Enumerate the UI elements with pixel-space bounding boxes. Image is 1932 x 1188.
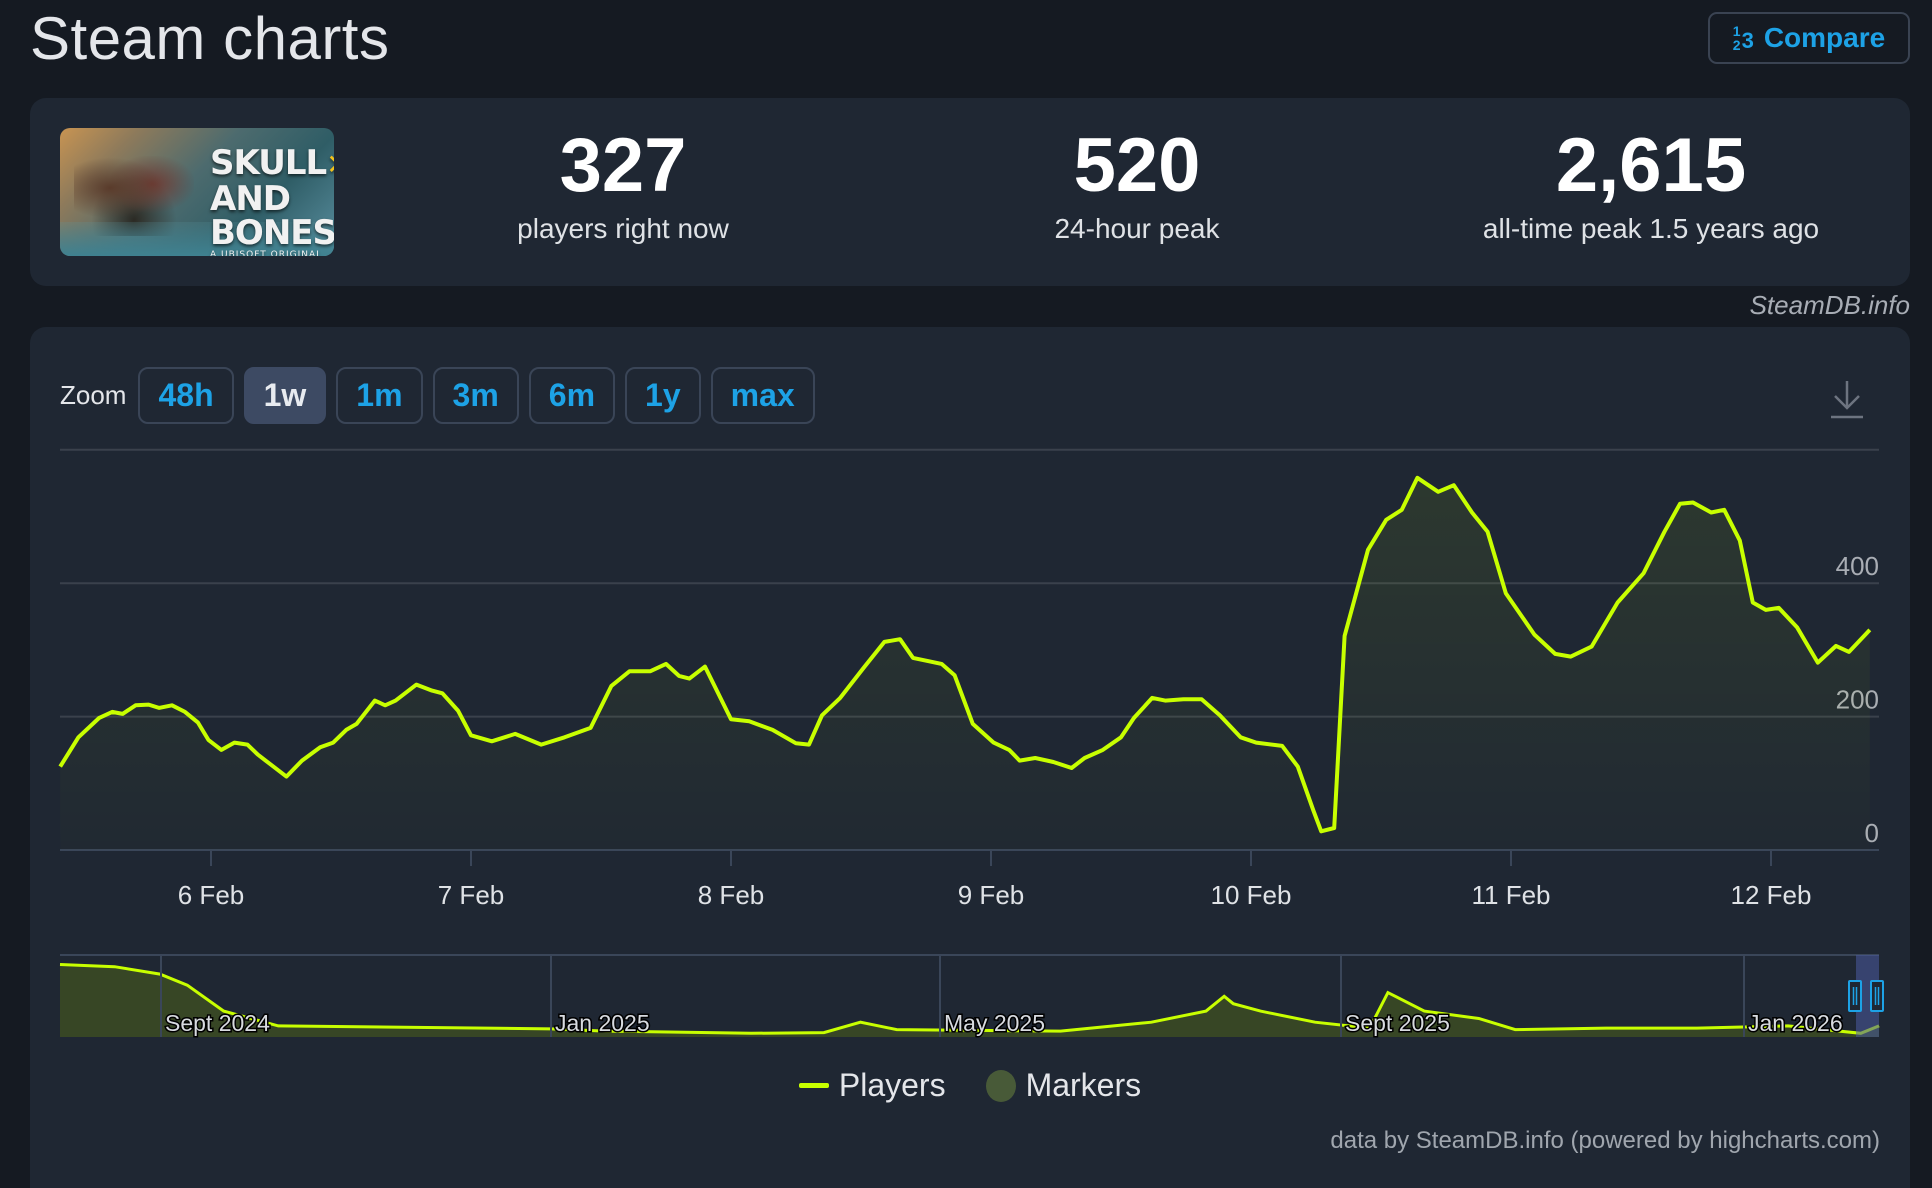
zoom-controls: Zoom 48h 1w 1m 3m 6m 1y max (60, 367, 815, 424)
svg-text:400: 400 (1836, 551, 1879, 581)
highcharts-credit[interactable]: data by SteamDB.info (powered by highcha… (1330, 1127, 1880, 1154)
line-swatch-icon (798, 1083, 829, 1088)
svg-text:12 Feb: 12 Feb (1731, 880, 1812, 910)
svg-text:May 2025: May 2025 (944, 1010, 1045, 1036)
svg-text:Jan 2025: Jan 2025 (555, 1010, 650, 1036)
zoom-label: Zoom (60, 380, 127, 410)
svg-text:10 Feb: 10 Feb (1211, 880, 1292, 910)
zoom-1y-button[interactable]: 1y (625, 367, 701, 424)
stat-current-players: 327 players right now (517, 123, 729, 244)
svg-text:9 Feb: 9 Feb (958, 880, 1025, 910)
chart-card: Zoom 48h 1w 1m 3m 6m 1y max 02004006 Feb… (30, 327, 1910, 1188)
zoom-max-button[interactable]: max (710, 367, 815, 424)
svg-text:8 Feb: 8 Feb (698, 880, 765, 910)
zoom-1w-button[interactable]: 1w (243, 367, 327, 424)
legend-markers[interactable]: Markers (985, 1067, 1141, 1104)
legend-players[interactable]: Players (798, 1067, 946, 1104)
svg-text:11 Feb: 11 Feb (1471, 880, 1550, 910)
zoom-1m-button[interactable]: 1m (336, 367, 423, 424)
svg-text:Jan 2026: Jan 2026 (1748, 1010, 1843, 1036)
game-capsule-image: SKULL✕ AND BONES A UBISOFT ORIGINAL (60, 128, 334, 256)
stats-card: SKULL✕ AND BONES A UBISOFT ORIGINAL 327 … (30, 98, 1910, 286)
zoom-3m-button[interactable]: 3m (432, 367, 519, 424)
stat-all-time-peak: 2,615 all-time peak 1.5 years ago (1482, 123, 1820, 244)
zoom-6m-button[interactable]: 6m (528, 367, 616, 424)
svg-text:Sept 2025: Sept 2025 (1345, 1010, 1450, 1036)
stat-24h-peak: 520 24-hour peak (1054, 123, 1220, 244)
range-handle[interactable] (1870, 980, 1884, 1012)
game-logo: SKULL✕ AND BONES A UBISOFT ORIGINAL (210, 143, 334, 256)
range-handle[interactable] (1848, 980, 1862, 1012)
svg-text:Sept 2024: Sept 2024 (165, 1010, 270, 1036)
svg-text:7 Feb: 7 Feb (438, 880, 505, 910)
svg-text:6 Feb: 6 Feb (178, 880, 245, 910)
chart-legend: Players Markers (30, 1067, 1910, 1104)
circle-swatch-icon (985, 1069, 1016, 1102)
zoom-48h-button[interactable]: 48h (138, 367, 234, 424)
steamdb-credit: SteamDB.info (1749, 290, 1910, 320)
page-title: Steam charts (30, 5, 390, 72)
compare-label: Compare (1763, 22, 1886, 53)
download-icon[interactable] (1827, 377, 1867, 421)
